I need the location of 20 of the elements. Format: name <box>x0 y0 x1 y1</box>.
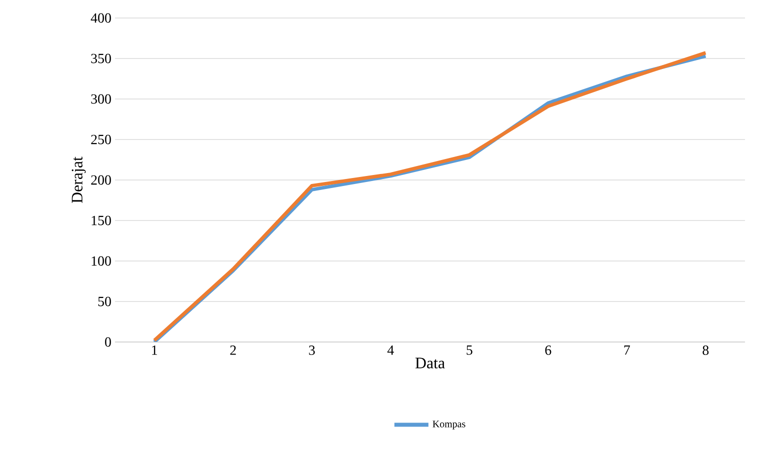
x-tick-label: 8 <box>702 346 709 355</box>
x-tick-label: 4 <box>387 346 394 355</box>
x-tick-label: 3 <box>309 346 315 355</box>
y-tick-label: 200 <box>91 175 111 185</box>
y-tick-label: 250 <box>91 134 111 144</box>
y-tick-label: 300 <box>91 94 111 104</box>
legend-label: Kompas <box>432 420 466 430</box>
y-tick-label: 0 <box>105 337 111 347</box>
y-tick-label: 150 <box>92 216 111 226</box>
x-tick-label: 2 <box>230 346 236 355</box>
x-tick-label: 5 <box>466 346 472 355</box>
y-tick-label: 50 <box>98 296 111 306</box>
y-tick-label: 350 <box>91 54 111 64</box>
y-axis-title: Derajat <box>72 156 86 203</box>
x-tick-label: 6 <box>545 346 552 355</box>
y-tick-label: 400 <box>90 13 111 23</box>
y-tick-label: 100 <box>92 256 111 266</box>
x-tick-label: 1 <box>152 346 158 355</box>
x-tick-label: 7 <box>624 346 630 355</box>
x-axis-title: Data <box>415 358 445 368</box>
